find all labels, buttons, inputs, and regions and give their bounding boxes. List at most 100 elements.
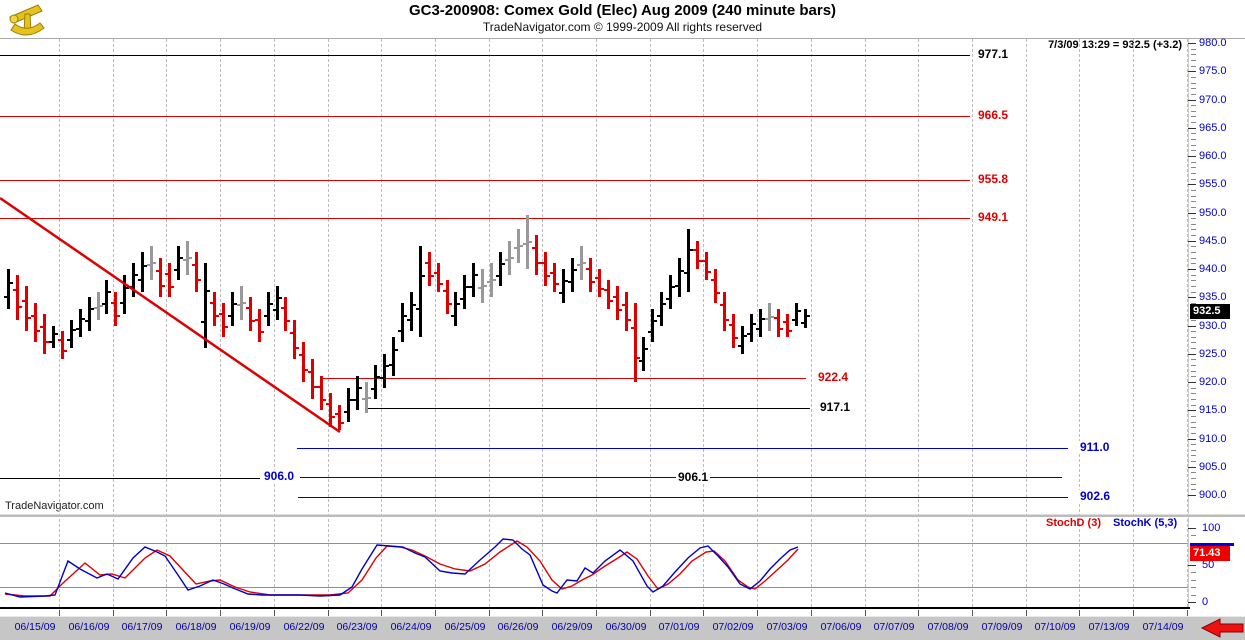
bar-close-tick (672, 286, 675, 288)
bar-open-tick (443, 290, 446, 292)
stoch-ref-line (0, 543, 1188, 544)
price-bar (43, 314, 46, 354)
price-bar (759, 309, 762, 337)
price-axis-major-tick (1188, 326, 1196, 327)
bar-close-tick (359, 387, 362, 389)
price-bar (499, 252, 502, 286)
day-gridline (811, 39, 812, 607)
stoch-axis-minor-tick (1191, 580, 1196, 581)
bar-close-tick (583, 262, 586, 264)
price-axis-major-tick (1188, 156, 1196, 157)
level-label: 966.5 (976, 108, 1011, 122)
date-tick (59, 610, 60, 616)
bar-open-tick (711, 279, 714, 281)
price-axis-label: 915.0 (1199, 404, 1227, 416)
date-tick (381, 610, 382, 616)
bar-close-tick (699, 260, 702, 262)
date-tick (650, 610, 651, 616)
price-bar (571, 258, 574, 292)
stoch-ref-line (0, 587, 1188, 588)
bar-close-tick (261, 331, 264, 333)
date-tick (757, 610, 758, 616)
bar-open-tick (514, 247, 517, 249)
bar-open-tick (792, 319, 795, 321)
bar-close-tick (645, 348, 648, 350)
stoch-axis-label: 100 (1202, 522, 1221, 534)
price-bar (669, 275, 672, 309)
bar-open-tick (577, 264, 580, 266)
price-axis-minor-tick (1191, 190, 1196, 191)
bar-close-tick (341, 422, 344, 424)
bar-close-tick (547, 275, 550, 277)
bar-open-tick (317, 386, 320, 388)
stoch-axis-label: 50 (1202, 559, 1215, 571)
bar-open-tick (747, 333, 750, 335)
price-axis-minor-tick (1191, 77, 1196, 78)
bar-close-tick (681, 270, 684, 272)
price-bar (517, 229, 520, 263)
price-bar (419, 246, 422, 337)
bar-open-tick (344, 411, 347, 413)
price-bar (302, 342, 305, 382)
date-tick (489, 610, 490, 616)
price-axis-label: 965.0 (1199, 122, 1227, 134)
price-axis-minor-tick (1191, 66, 1196, 67)
bar-open-tick (568, 281, 571, 283)
bar-close-tick (628, 319, 631, 321)
bar-open-tick (613, 296, 616, 298)
scroll-left-arrow-icon[interactable] (1196, 616, 1245, 640)
bar-close-tick (422, 275, 425, 277)
price-axis-label: 955.0 (1199, 178, 1227, 190)
bar-close-tick (520, 245, 523, 247)
last-quote-readout: 7/3/09 13:29 = 932.5 (+3.2) (1048, 39, 1182, 51)
tradenavigator-logo-icon (9, 4, 45, 36)
level-line (298, 497, 1068, 498)
bar-open-tick (657, 315, 660, 317)
price-bar (267, 292, 270, 326)
date-label: 06/24/09 (390, 621, 432, 633)
bar-close-tick (296, 347, 299, 349)
price-bar (607, 280, 610, 309)
price-bar (472, 263, 475, 297)
price-axis-minor-tick (1191, 49, 1196, 50)
price-bar (687, 229, 690, 292)
bar-close-tick (726, 319, 729, 321)
price-bar (401, 303, 404, 342)
price-axis-minor-tick (1191, 292, 1196, 293)
bar-close-tick (807, 315, 810, 317)
price-axis-minor-tick (1191, 246, 1196, 247)
bar-close-tick (28, 317, 31, 319)
bar-close-tick (287, 320, 290, 322)
bar-close-tick (37, 330, 40, 332)
day-gridline (972, 39, 973, 607)
price-bar (454, 292, 457, 326)
bar-open-tick (496, 275, 499, 277)
price-axis-minor-tick (1191, 484, 1196, 485)
date-tick (1079, 610, 1080, 616)
bar-open-tick (532, 247, 535, 249)
day-gridline (381, 39, 382, 607)
price-axis-minor-tick (1191, 359, 1196, 360)
price-bar (589, 258, 592, 292)
price-bar (535, 235, 538, 275)
price-axis-minor-tick (1191, 258, 1196, 259)
bar-open-tick (22, 300, 25, 302)
price-axis-minor-tick (1191, 88, 1196, 89)
price-bar (696, 241, 699, 269)
level-line (0, 55, 970, 56)
price-axis-major-tick (1188, 184, 1196, 185)
price-axis-minor-tick (1191, 173, 1196, 174)
date-label: 07/10/09 (1034, 621, 1076, 633)
price-axis-minor-tick (1191, 433, 1196, 434)
price-axis-label: 940.0 (1199, 263, 1227, 275)
date-tick (972, 610, 973, 616)
bar-close-tick (502, 263, 505, 265)
price-bar (25, 286, 28, 331)
price-axis-minor-tick (1191, 286, 1196, 287)
bar-close-tick (100, 305, 103, 307)
stoch-axis-label: 0 (1202, 596, 1209, 608)
bar-open-tick (702, 260, 705, 262)
price-bar (786, 314, 789, 337)
bar-open-tick (631, 327, 634, 329)
price-axis-minor-tick (1191, 331, 1196, 332)
